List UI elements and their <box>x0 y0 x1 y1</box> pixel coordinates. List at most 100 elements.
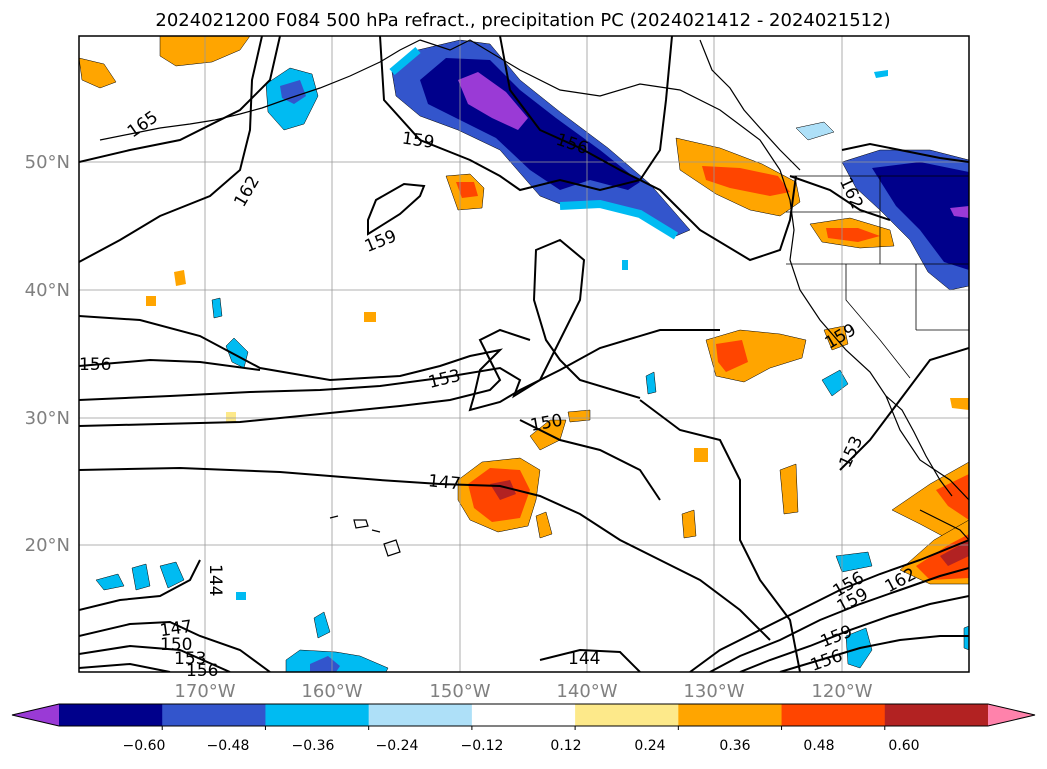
lon-label: 130°W <box>683 681 744 702</box>
negative-fringe-gulf <box>389 46 679 240</box>
contour-sw-1 <box>79 559 201 611</box>
positive-area-150w-core <box>456 182 478 198</box>
contour-se-2 <box>709 567 969 672</box>
contour-153 <box>79 238 641 401</box>
negative-area-northeast-peak <box>950 206 969 218</box>
aleutian-chain <box>99 39 421 141</box>
colorbar-segment <box>265 704 370 726</box>
negative-spot-n <box>874 70 888 78</box>
colorbar-segment <box>59 704 163 726</box>
contour-159 <box>379 36 673 192</box>
lon-label: 160°W <box>301 681 362 702</box>
negative-area-northwest-core <box>280 80 306 104</box>
colorbar-tick-label: −0.12 <box>461 738 504 754</box>
colorbar-segment <box>368 704 473 726</box>
lon-label: 170°W <box>174 681 235 702</box>
lon-label: 140°W <box>556 681 617 702</box>
contour-se-3 <box>739 595 969 672</box>
negative-spot-d <box>821 369 849 397</box>
contour-147 <box>79 466 771 641</box>
positive-area-dot-h <box>226 412 236 422</box>
negative-spot-i-core <box>310 656 340 672</box>
colorbar-extend-min <box>12 704 59 726</box>
alaska-coast <box>419 39 969 501</box>
lat-label: 30°N <box>25 408 70 429</box>
positive-area-dot-b <box>779 463 799 515</box>
contour-144 <box>539 648 641 672</box>
contour-sw-2 <box>79 620 271 672</box>
positive-area-dot-e <box>174 270 186 286</box>
contour-label: 150 <box>160 635 192 655</box>
longitude-labels: 170°W 160°W 150°W 140°W 130°W 120°W <box>174 681 872 702</box>
colorbar-segment <box>678 704 783 726</box>
positive-area-topleft <box>79 57 117 89</box>
colorbar-tick-label: 0.48 <box>803 738 834 754</box>
contour-label: 144 <box>568 649 600 669</box>
baja-peninsula <box>885 395 953 497</box>
colorbar-tick-label: −0.48 <box>207 738 250 754</box>
hawaii-islands <box>329 515 401 557</box>
lon-label: 120°W <box>811 681 872 702</box>
colorbar-tick-label: 0.24 <box>634 738 665 754</box>
colorbar <box>11 703 1036 730</box>
contour-sw-3 <box>79 644 231 672</box>
positive-area-dot-c <box>681 509 697 539</box>
positive-area-dot-a <box>535 511 553 539</box>
contour-label: 147 <box>159 617 194 641</box>
contour-se-1 <box>689 539 969 672</box>
negative-spot-f <box>131 563 151 591</box>
contour-150-east <box>639 399 801 672</box>
colorbar-ticks: −0.60 −0.48 −0.36 −0.24 −0.12 0.12 0.24 … <box>123 738 920 754</box>
mexico-coast <box>919 509 969 541</box>
colorbar-tick-label: −0.60 <box>123 738 166 754</box>
graticule <box>79 36 969 672</box>
positive-area-dot-g <box>364 312 376 322</box>
contour-156-west <box>79 358 261 371</box>
positive-area-sf-core <box>716 340 748 372</box>
contour-label: 156 <box>186 661 218 681</box>
colorbar-extend-max <box>988 704 1035 726</box>
contour-159-closed <box>367 182 426 236</box>
negative-spot-j <box>835 551 873 573</box>
coastlines <box>99 39 969 557</box>
contour-153-east <box>839 347 969 471</box>
contour-ne-closed <box>841 142 969 163</box>
colorbar-segment <box>162 704 266 726</box>
positive-area-dot-i <box>694 448 708 462</box>
positive-area-dot-f <box>146 296 156 306</box>
colorbar-segment <box>575 704 679 726</box>
negative-area-northeast-core <box>872 162 969 270</box>
map-frame <box>78 35 970 673</box>
negative-spot-o <box>622 260 628 270</box>
contour-label: 156 <box>79 355 111 375</box>
negative-spot-c <box>645 371 657 395</box>
map-title: 2024021200 F084 500 hPa refract., precip… <box>155 10 890 31</box>
contour-label: 159 <box>401 129 436 153</box>
positive-area-east-edge <box>950 398 969 410</box>
negative-spot-h <box>313 611 331 639</box>
contour-label: 153 <box>174 649 206 669</box>
colorbar-outline <box>11 703 1036 727</box>
contour-162-east <box>789 175 891 221</box>
negative-spot-l <box>963 625 969 651</box>
positive-area-dot-d <box>567 409 591 423</box>
contour-156-ridge <box>499 36 797 262</box>
positive-area-baja-core <box>936 474 969 520</box>
negative-spot-g <box>159 561 185 589</box>
contour-162 <box>79 36 263 263</box>
contour-label: 147 <box>427 471 461 494</box>
lat-label: 40°N <box>25 280 70 301</box>
colorbar-segment <box>471 704 576 726</box>
colorbar-tick-label: 0.36 <box>719 738 750 754</box>
contour-150 <box>79 328 531 427</box>
colorbar-segment <box>781 704 886 726</box>
positive-area-bc-coast-core <box>702 166 790 196</box>
contour-165 <box>79 36 281 163</box>
contour-147b <box>519 419 661 501</box>
negative-spot-p <box>236 592 246 600</box>
lat-label: 50°N <box>25 152 70 173</box>
colorbar-segment <box>884 704 989 726</box>
colorbar-tick-label: −0.36 <box>292 738 335 754</box>
